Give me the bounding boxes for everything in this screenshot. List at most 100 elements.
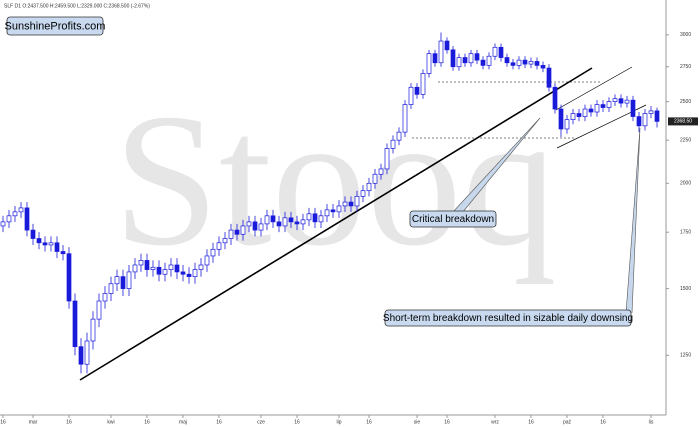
last-price-label: 2368.50 <box>674 119 692 125</box>
candle-body <box>60 251 66 255</box>
candle-body <box>144 260 150 270</box>
candle-body <box>6 215 12 223</box>
candle-body <box>204 255 210 266</box>
candle-body <box>102 293 108 302</box>
trend-line <box>79 67 593 381</box>
candle-body <box>366 182 372 192</box>
arrow <box>451 117 541 214</box>
candle-body <box>450 49 456 68</box>
candle-body <box>192 269 198 277</box>
candle-body <box>618 98 624 104</box>
candle-body <box>600 104 606 108</box>
candle-body <box>558 108 564 130</box>
candle-body <box>360 190 366 197</box>
x-tick-label: 16 <box>216 419 222 425</box>
candle-body <box>156 266 162 275</box>
candle-body <box>546 67 552 88</box>
channel-line <box>555 66 633 111</box>
x-tick-label: maj <box>179 419 187 425</box>
candle-body <box>348 201 354 207</box>
x-tick-label: paź <box>563 419 572 425</box>
x-tick-label: 16 <box>0 419 6 425</box>
candle-body <box>504 57 510 64</box>
candle-body <box>90 318 96 342</box>
candle-body <box>12 211 18 217</box>
candle-body <box>414 86 420 95</box>
candle-body <box>336 205 342 213</box>
candle-body <box>426 53 432 74</box>
annotation-box <box>384 309 632 327</box>
candle-body <box>564 119 570 130</box>
candle-body <box>540 65 546 69</box>
candle-body <box>576 113 582 117</box>
x-tick-label: 16 <box>600 419 606 425</box>
candle-body <box>552 86 558 110</box>
candle-body <box>624 99 630 104</box>
candle-body <box>246 221 252 227</box>
candle-body <box>138 260 144 266</box>
candle-body <box>120 276 126 289</box>
candle-body <box>288 217 294 223</box>
x-tick-label: lip <box>336 419 341 425</box>
candle-body <box>198 264 204 270</box>
candle-body <box>186 273 192 277</box>
candle-body <box>30 229 36 239</box>
candle-body <box>636 116 642 127</box>
candle-body <box>402 104 408 133</box>
candle-body <box>216 242 222 250</box>
candle-body <box>78 346 84 365</box>
candle-body <box>474 53 480 61</box>
candle-body <box>582 108 588 117</box>
candle-body <box>162 269 168 275</box>
x-tick-label: mar <box>29 419 38 425</box>
candle-body <box>96 300 102 320</box>
candle-body <box>84 340 90 365</box>
watermark: Stooq <box>113 76 556 286</box>
y-tick-label: 1500 <box>680 286 691 292</box>
candle-body <box>294 221 300 225</box>
candle-body <box>168 264 174 270</box>
brand-box <box>6 16 104 36</box>
candle-body <box>612 98 618 102</box>
candle-body <box>342 201 348 207</box>
candle-body <box>300 219 306 225</box>
candle-body <box>54 242 60 252</box>
candle-body <box>486 55 492 66</box>
candle-body <box>18 207 24 213</box>
annotation: Critical breakdown <box>412 214 494 225</box>
header: SLF D1 O:2437.500 H:2459.500 L:2329.000 … <box>4 3 150 9</box>
candle-body <box>378 168 384 175</box>
candle-body <box>228 229 234 239</box>
candle-body <box>0 221 6 227</box>
candle-body <box>258 223 264 231</box>
x-tick-label: 16 <box>294 419 300 425</box>
candle-body <box>150 266 156 270</box>
candle-body <box>654 110 660 122</box>
candle-body <box>36 238 42 244</box>
candle-body <box>48 242 54 246</box>
x-tick-label: 16 <box>444 419 450 425</box>
x-tick-label: 16 <box>66 419 72 425</box>
candle-body <box>270 215 276 223</box>
y-tick-label: 3000 <box>680 32 691 38</box>
candle-body <box>534 61 540 66</box>
x-tick-label: lis <box>649 419 654 425</box>
candle-body <box>282 217 288 227</box>
candle-body <box>114 276 120 285</box>
candle-body <box>390 139 396 149</box>
annotation-box <box>409 210 497 228</box>
candle-body <box>396 131 402 141</box>
candle-body <box>630 99 636 117</box>
candle-body <box>264 215 270 225</box>
candle-body <box>240 225 246 235</box>
candle-body <box>324 209 330 217</box>
candle-body <box>456 57 462 68</box>
y-tick-label: 2750 <box>680 64 691 70</box>
arrow <box>625 127 641 314</box>
candle-body <box>438 40 444 64</box>
y-tick-label: 2500 <box>680 99 691 105</box>
candle-body <box>510 62 516 66</box>
candle-body <box>420 73 426 95</box>
